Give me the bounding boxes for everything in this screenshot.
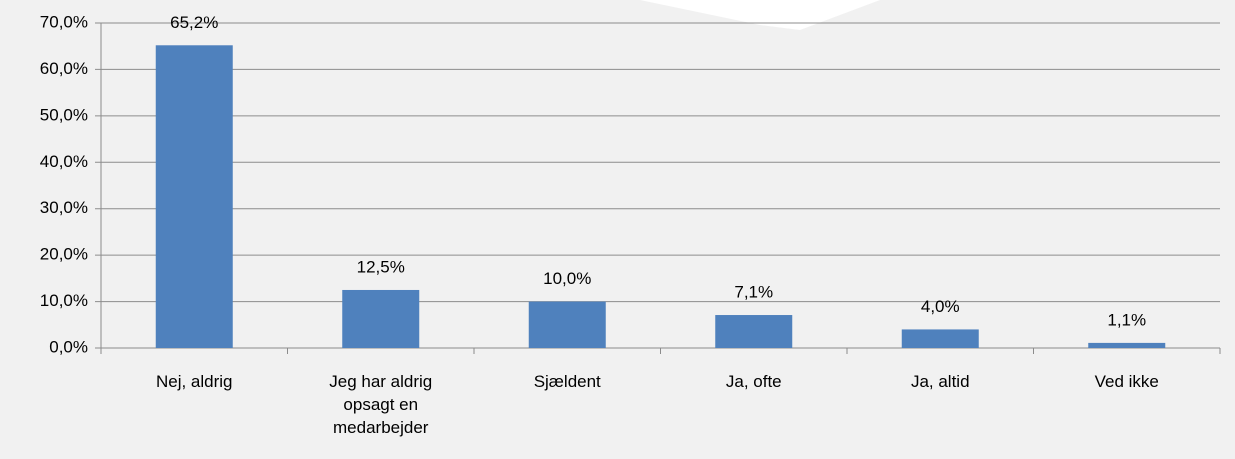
value-label: 65,2% [170,13,218,32]
y-tick-label: 0,0% [49,337,88,356]
x-tick-label: Ja, altid [910,372,970,391]
value-label: 10,0% [543,269,591,288]
y-tick-label: 60,0% [40,59,88,78]
x-tick-label: Ved ikke [1094,372,1159,391]
bar [1088,342,1166,348]
bar [528,301,606,348]
value-label: 7,1% [734,283,773,302]
background-shape [640,0,880,30]
bar [155,45,233,349]
bar [715,315,793,348]
y-tick-label: 70,0% [40,12,88,31]
value-label: 1,1% [1107,310,1146,329]
bar [342,289,420,348]
y-tick-label: 50,0% [40,105,88,124]
x-tick-label: Jeg har aldrig opsagt en medarbejder [329,372,433,437]
value-label: 12,5% [357,257,405,276]
y-tick-label: 30,0% [40,198,88,217]
x-tick-label: Sjældent [533,372,601,391]
y-tick-label: 10,0% [40,291,88,310]
bar [901,329,979,348]
y-tick-label: 40,0% [40,152,88,171]
y-tick-label: 20,0% [40,245,88,264]
value-label: 4,0% [921,297,960,316]
x-tick-label: Nej, aldrig [155,372,233,391]
x-tick-label: Ja, ofte [725,372,782,391]
